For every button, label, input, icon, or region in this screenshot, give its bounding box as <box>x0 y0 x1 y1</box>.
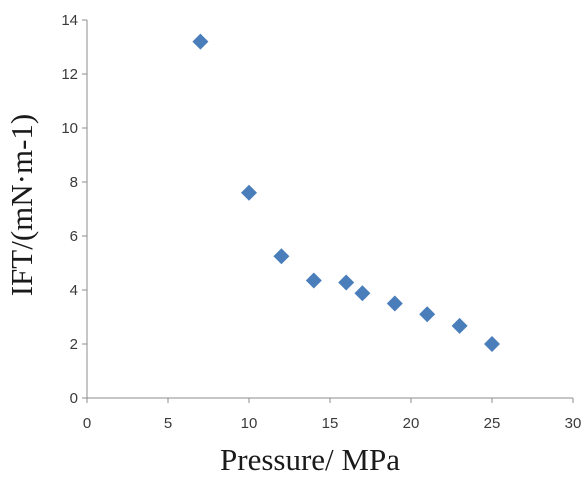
y-tick-label: 14 <box>61 12 78 29</box>
plot-area: 0 2 4 6 8 10 12 14 0 5 10 15 20 25 30 <box>61 12 581 432</box>
y-tick-label: 2 <box>70 336 78 353</box>
data-point <box>273 248 290 265</box>
x-tick-label: 30 <box>565 415 582 432</box>
data-point <box>386 295 403 312</box>
data-point <box>484 336 500 352</box>
data-point <box>354 285 371 302</box>
x-tick-label: 15 <box>322 415 339 432</box>
y-axis-ticks: 0 2 4 6 8 10 12 14 <box>61 12 87 407</box>
x-axis-title: Pressure/ MPa <box>220 442 400 477</box>
x-tick-label: 25 <box>484 415 501 432</box>
data-point <box>241 184 257 201</box>
y-tick-label: 4 <box>70 282 78 299</box>
y-tick-label: 8 <box>70 174 78 191</box>
x-axis-ticks: 0 5 10 15 20 25 30 <box>83 398 582 432</box>
x-tick-label: 10 <box>241 415 258 432</box>
data-points <box>192 33 500 352</box>
data-point <box>305 272 322 289</box>
y-tick-label: 10 <box>61 120 78 137</box>
y-axis-title: IFT/(mN·m-1) <box>4 114 39 297</box>
x-tick-label: 20 <box>403 415 420 432</box>
x-tick-label: 5 <box>164 415 172 432</box>
y-tick-label: 12 <box>61 66 78 83</box>
data-point <box>419 306 436 323</box>
data-point <box>451 317 468 334</box>
x-tick-label: 0 <box>83 415 91 432</box>
y-tick-label: 0 <box>70 390 78 407</box>
data-point <box>338 274 355 291</box>
y-tick-label: 6 <box>70 228 78 245</box>
data-point <box>192 33 209 50</box>
